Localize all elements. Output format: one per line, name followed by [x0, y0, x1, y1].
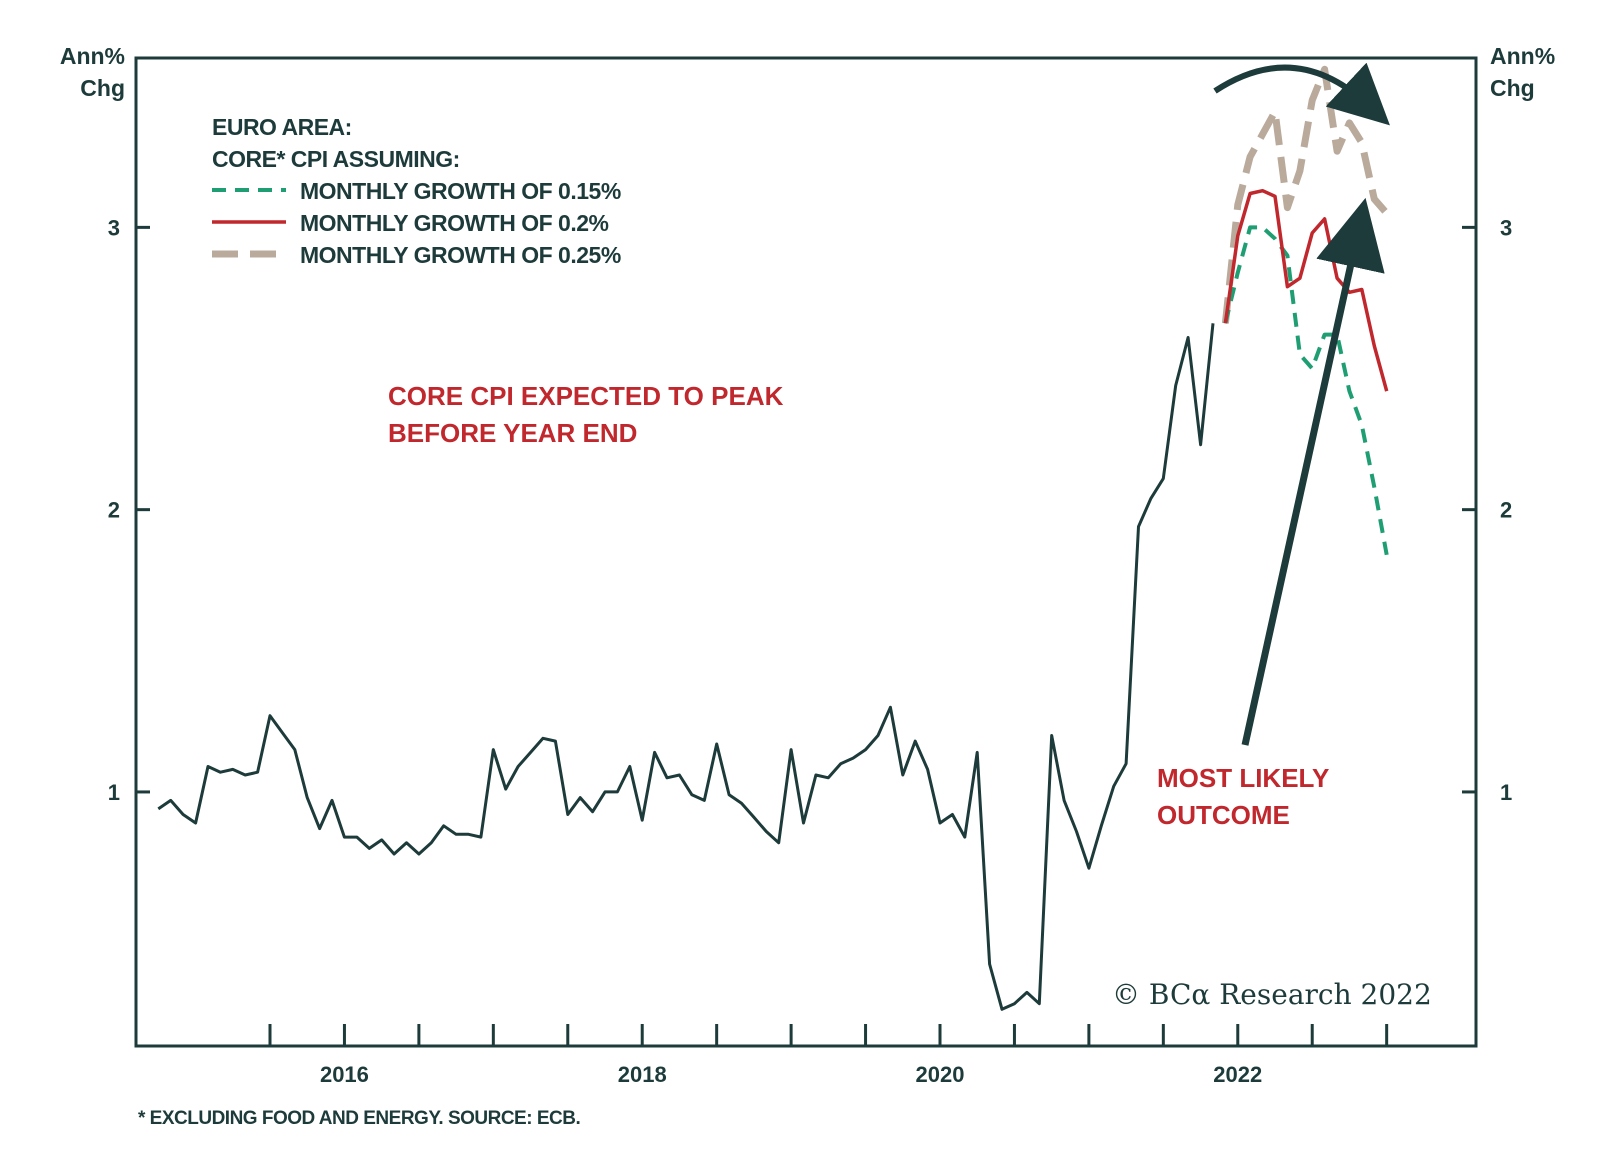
y-tick-label-left: 2 [108, 498, 120, 523]
legend-label-015: MONTHLY GROWTH OF 0.15% [300, 178, 621, 204]
plot-area: 1 1 2 2 3 3 2016 2018 2020 2022 [108, 56, 1512, 1087]
y-axis-unit-right: Ann% Chg [1490, 40, 1555, 104]
series-line-3 [1221, 65, 1390, 324]
series-layer [157, 65, 1390, 1011]
legend-swatches [212, 188, 286, 258]
x-tick-label: 2020 [916, 1062, 965, 1087]
y-tick-label-left: 3 [108, 215, 120, 240]
y-tick-label-right: 3 [1500, 215, 1512, 240]
x-tick-label: 2018 [618, 1062, 667, 1087]
annotation-most-likely-line1: MOST LIKELY [1157, 763, 1330, 793]
annotation-peak-line2: BEFORE YEAR END [388, 418, 638, 448]
up-arrow-icon [1241, 197, 1385, 746]
x-tick-label: 2022 [1213, 1062, 1262, 1087]
y-tick-label-right: 2 [1500, 498, 1512, 523]
plot-border [134, 56, 1478, 1048]
annotation-most-likely: MOST LIKELY OUTCOME [1157, 760, 1329, 834]
y-unit-right-line1: Ann% [1490, 43, 1556, 69]
footnote: * EXCLUDING FOOD AND ENERGY. SOURCE: ECB… [138, 1108, 581, 1129]
y-tick-label-right: 1 [1500, 780, 1512, 805]
curved-arrow-icon [1213, 62, 1390, 126]
series-line-1 [1223, 225, 1389, 556]
annotation-most-likely-line2: OUTCOME [1157, 800, 1290, 830]
annotation-arrows [1213, 62, 1390, 746]
annotation-peak-line1: CORE CPI EXPECTED TO PEAK [388, 381, 784, 411]
y-unit-left-line1: Ann% [59, 43, 125, 69]
series-line-0 [157, 323, 1215, 1011]
y-unit-right-line2: Chg [1490, 75, 1535, 101]
legend-title-line1: EURO AREA: [212, 114, 352, 140]
legend-label-025: MONTHLY GROWTH OF 0.25% [300, 242, 621, 268]
y-tick-label-left: 1 [108, 780, 120, 805]
y-unit-left-line2: Chg [80, 75, 125, 101]
annotation-peak: CORE CPI EXPECTED TO PEAK BEFORE YEAR EN… [388, 378, 783, 452]
x-tick-label: 2016 [320, 1062, 369, 1087]
series-line-2 [1223, 188, 1389, 392]
legend-title-line2: CORE* CPI ASSUMING: [212, 146, 460, 172]
copyright-text: © BCα Research 2022 [1112, 978, 1432, 1011]
y-axis-unit-left: Ann% Chg [55, 40, 125, 104]
legend-label-02: MONTHLY GROWTH OF 0.2% [300, 210, 609, 236]
